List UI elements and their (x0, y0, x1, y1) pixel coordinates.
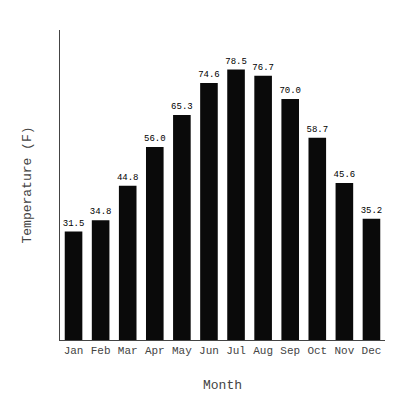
svg-text:34.8: 34.8 (90, 207, 112, 217)
svg-text:44.8: 44.8 (117, 173, 139, 183)
svg-text:35.2: 35.2 (361, 206, 383, 216)
svg-text:70.0: 70.0 (279, 86, 301, 96)
svg-text:May: May (172, 345, 192, 357)
svg-text:Jan: Jan (64, 345, 84, 357)
svg-text:Dec: Dec (362, 345, 382, 357)
svg-text:Apr: Apr (145, 345, 165, 357)
svg-text:Oct: Oct (307, 345, 327, 357)
svg-text:74.6: 74.6 (198, 70, 220, 80)
svg-text:Mar: Mar (118, 345, 138, 357)
svg-text:78.5: 78.5 (225, 57, 247, 67)
svg-text:65.3: 65.3 (171, 102, 193, 112)
svg-text:Month: Month (203, 378, 242, 393)
svg-text:56.0: 56.0 (144, 134, 166, 144)
svg-text:76.7: 76.7 (252, 63, 274, 73)
svg-text:Jun: Jun (199, 345, 219, 357)
svg-text:Aug: Aug (253, 345, 273, 357)
svg-text:45.6: 45.6 (334, 170, 356, 180)
svg-text:Jul: Jul (226, 345, 246, 357)
svg-text:Nov: Nov (334, 345, 354, 357)
svg-text:Sep: Sep (280, 345, 300, 357)
svg-text:Feb: Feb (91, 345, 111, 357)
svg-text:58.7: 58.7 (306, 125, 328, 135)
svg-text:Temperature (F): Temperature (F) (20, 126, 35, 243)
svg-text:31.5: 31.5 (63, 219, 85, 229)
